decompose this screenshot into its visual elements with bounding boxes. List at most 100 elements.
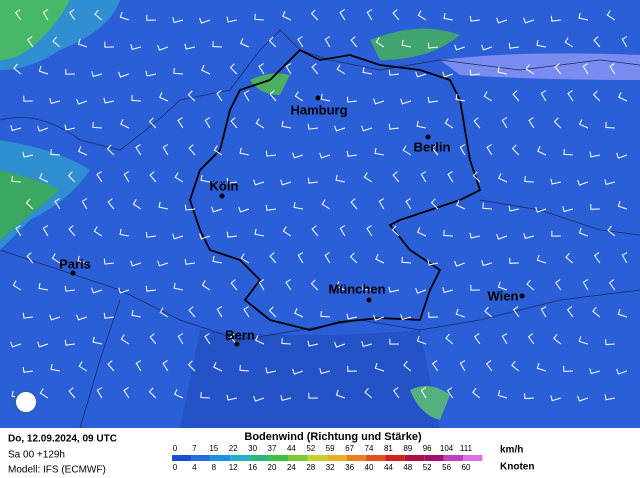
wind-barb — [485, 360, 493, 372]
wind-barb — [373, 98, 385, 105]
city-label: Köln — [210, 178, 239, 193]
wind-barb — [469, 15, 480, 22]
wind-barb — [292, 152, 304, 159]
legend-title: Bodenwind (Richtung und Stärke) — [244, 431, 422, 443]
wind-barb — [297, 36, 304, 48]
kmh-label: 30 — [248, 444, 257, 453]
wind-barb — [268, 36, 277, 48]
knots-label: 16 — [248, 463, 257, 472]
scale-segment — [307, 455, 328, 461]
model: Modell: IFS (ECMWF) — [8, 465, 106, 476]
wind-barb — [617, 308, 628, 318]
wind-barb — [415, 71, 427, 78]
wind-barb — [118, 287, 130, 294]
wind-barb — [78, 361, 88, 372]
wind-barb — [497, 281, 508, 291]
wind-barb — [606, 10, 616, 21]
wind-barb — [106, 144, 115, 156]
wind-barb — [146, 14, 156, 21]
knots-label: 60 — [462, 463, 471, 472]
wind-barb — [294, 91, 304, 102]
wind-barb — [226, 394, 238, 401]
wind-barb — [582, 63, 589, 75]
wind-barb — [579, 119, 589, 129]
wind-barb — [103, 258, 114, 265]
wind-barb — [119, 228, 129, 237]
wind-barb — [482, 202, 492, 210]
kmh-label: 22 — [229, 444, 238, 453]
wind-barb — [280, 179, 292, 186]
kmh-label: 81 — [384, 444, 393, 453]
wind-barb — [199, 233, 211, 240]
wind-barb — [525, 64, 535, 75]
wind-barb — [201, 280, 211, 291]
wind-barb — [64, 124, 75, 131]
wind-barb — [324, 252, 331, 264]
wind-barb — [159, 307, 169, 318]
wind-barb — [307, 123, 318, 130]
wind-barb — [308, 392, 318, 399]
wind-barb — [524, 393, 534, 400]
wind-barb — [609, 63, 616, 75]
wind-barb — [184, 258, 195, 265]
wind-barb — [282, 226, 292, 237]
knots-label: 32 — [326, 463, 335, 472]
city-dot — [70, 270, 76, 276]
wind-barb — [253, 395, 265, 402]
scale-segment — [463, 455, 483, 461]
wind-barb — [363, 172, 373, 183]
wind-barb — [22, 366, 33, 373]
wind-barb — [76, 314, 88, 321]
wind-barb — [103, 312, 114, 319]
wind-barb — [130, 44, 142, 51]
wind-barb — [268, 306, 277, 318]
wind-barb — [131, 95, 141, 102]
wind-barb — [550, 15, 561, 22]
kmh-label: 67 — [345, 444, 354, 453]
wind-barb — [68, 387, 76, 399]
wind-barb — [605, 339, 615, 346]
kmh-label: 104 — [440, 444, 454, 453]
wind-barb — [447, 171, 454, 183]
wind-barb — [444, 118, 454, 129]
wind-barb — [13, 63, 22, 75]
city-dot — [234, 341, 240, 347]
wind-barb — [240, 253, 250, 264]
wind-barb — [174, 389, 184, 399]
wind-barb — [148, 117, 157, 129]
wind-barb — [173, 282, 183, 291]
wind-barb — [78, 146, 88, 156]
wind-barb — [347, 365, 357, 372]
wind-barb — [173, 67, 183, 75]
wind-barb — [604, 179, 616, 186]
wind-barb — [240, 38, 250, 48]
wind-barb — [393, 387, 400, 399]
wind-barb — [50, 149, 60, 156]
wind-barb — [391, 225, 400, 237]
map: Hamburg Berlin Köln Paris München Wien B… — [0, 0, 640, 428]
wind-barb — [550, 178, 562, 185]
wind-barb — [621, 36, 628, 48]
wind-barb — [339, 225, 346, 237]
knots-label: 4 — [192, 463, 197, 472]
wind-barb — [403, 360, 412, 372]
wind-barb — [431, 144, 439, 156]
wind-barb — [554, 63, 562, 75]
knots-label: 24 — [287, 463, 296, 472]
wind-barb — [375, 37, 385, 48]
wind-barb — [361, 125, 373, 132]
wind-barb — [253, 179, 265, 186]
wind-barb — [551, 230, 561, 237]
color-scale: 0074158221230163720442452285932673674408… — [172, 444, 483, 472]
wind-barb — [118, 71, 130, 78]
wind-barb — [212, 255, 222, 264]
city-dot — [315, 95, 321, 101]
wind-barb — [159, 92, 169, 102]
wind-barb — [373, 314, 385, 321]
wind-barb — [555, 279, 562, 291]
wind-barb — [417, 227, 427, 237]
wind-barb — [145, 70, 156, 77]
wind-barb — [577, 179, 589, 186]
city-label: Wien — [488, 288, 519, 303]
wind-barb — [592, 306, 601, 318]
